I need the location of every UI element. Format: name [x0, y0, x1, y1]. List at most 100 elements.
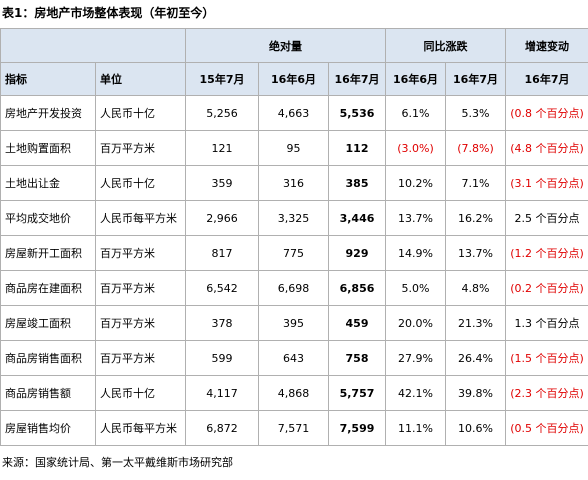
value-cell: 42.1% — [386, 376, 446, 411]
unit-cell: 百万平方米 — [96, 341, 186, 376]
row-label: 土地出让金 — [1, 166, 96, 201]
unit-cell: 人民币每平方米 — [96, 411, 186, 446]
value-cell: (3.0%) — [386, 131, 446, 166]
value-cell: 817 — [186, 236, 259, 271]
row-label: 平均成交地价 — [1, 201, 96, 236]
group-header: 同比涨跌 — [386, 29, 506, 63]
value-cell: 4,117 — [186, 376, 259, 411]
value-cell: 385 — [329, 166, 386, 201]
value-cell: (1.2 个百分点) — [506, 236, 588, 271]
value-cell: 599 — [186, 341, 259, 376]
value-cell: 11.1% — [386, 411, 446, 446]
unit-cell: 人民币十亿 — [96, 166, 186, 201]
column-header: 15年7月 — [186, 63, 259, 96]
value-cell: 7,571 — [259, 411, 329, 446]
source-note: 来源：国家统计局、第一太平戴维斯市场研究部 — [0, 446, 588, 477]
unit-cell: 百万平方米 — [96, 131, 186, 166]
value-cell: 5.3% — [446, 96, 506, 131]
column-header: 指标 — [1, 63, 96, 96]
value-cell: 26.4% — [446, 341, 506, 376]
value-cell: (7.8%) — [446, 131, 506, 166]
value-cell: 459 — [329, 306, 386, 341]
value-cell: 2,966 — [186, 201, 259, 236]
value-cell: 6,698 — [259, 271, 329, 306]
value-cell: 3,446 — [329, 201, 386, 236]
value-cell: 6,856 — [329, 271, 386, 306]
value-cell: 395 — [259, 306, 329, 341]
value-cell: (4.8 个百分点) — [506, 131, 588, 166]
value-cell: 775 — [259, 236, 329, 271]
value-cell: 16.2% — [446, 201, 506, 236]
row-label: 土地购置面积 — [1, 131, 96, 166]
row-label: 商品房销售面积 — [1, 341, 96, 376]
value-cell: (1.5 个百分点) — [506, 341, 588, 376]
value-cell: 95 — [259, 131, 329, 166]
value-cell: 5,757 — [329, 376, 386, 411]
value-cell: 20.0% — [386, 306, 446, 341]
value-cell: 4,868 — [259, 376, 329, 411]
group-header: 绝对量 — [186, 29, 386, 63]
value-cell: 14.9% — [386, 236, 446, 271]
unit-cell: 人民币每平方米 — [96, 201, 186, 236]
column-header: 16年7月 — [329, 63, 386, 96]
column-header: 单位 — [96, 63, 186, 96]
value-cell: 121 — [186, 131, 259, 166]
value-cell: 359 — [186, 166, 259, 201]
value-cell: 643 — [259, 341, 329, 376]
row-label: 房地产开发投资 — [1, 96, 96, 131]
value-cell: 7.1% — [446, 166, 506, 201]
row-label: 房屋新开工面积 — [1, 236, 96, 271]
value-cell: 10.2% — [386, 166, 446, 201]
column-header: 16年7月 — [506, 63, 588, 96]
group-header: 增速变动 — [506, 29, 588, 63]
value-cell: 21.3% — [446, 306, 506, 341]
value-cell: (2.3 个百分点) — [506, 376, 588, 411]
value-cell: 1.3 个百分点 — [506, 306, 588, 341]
column-header: 16年6月 — [386, 63, 446, 96]
value-cell: 112 — [329, 131, 386, 166]
value-cell: 5,536 — [329, 96, 386, 131]
value-cell: 5,256 — [186, 96, 259, 131]
group-header-row: 绝对量 同比涨跌 增速变动 — [1, 29, 588, 63]
row-label: 房屋竣工面积 — [1, 306, 96, 341]
value-cell: 4.8% — [446, 271, 506, 306]
value-cell: (0.5 个百分点) — [506, 411, 588, 446]
table-title: 表1：房地产市场整体表现（年初至今） — [0, 0, 588, 28]
value-cell: 378 — [186, 306, 259, 341]
row-label: 商品房销售额 — [1, 376, 96, 411]
value-cell: 13.7% — [386, 201, 446, 236]
value-cell: 758 — [329, 341, 386, 376]
unit-cell: 人民币十亿 — [96, 376, 186, 411]
value-cell: (0.2 个百分点) — [506, 271, 588, 306]
column-header: 16年7月 — [446, 63, 506, 96]
value-cell: 13.7% — [446, 236, 506, 271]
value-cell: 929 — [329, 236, 386, 271]
value-cell: 10.6% — [446, 411, 506, 446]
row-label: 房屋销售均价 — [1, 411, 96, 446]
header-cell — [1, 29, 186, 63]
unit-cell: 百万平方米 — [96, 236, 186, 271]
value-cell: 39.8% — [446, 376, 506, 411]
value-cell: 6,542 — [186, 271, 259, 306]
value-cell: 4,663 — [259, 96, 329, 131]
value-cell: (0.8 个百分点) — [506, 96, 588, 131]
unit-cell: 百万平方米 — [96, 271, 186, 306]
value-cell: 316 — [259, 166, 329, 201]
value-cell: 3,325 — [259, 201, 329, 236]
unit-cell: 人民币十亿 — [96, 96, 186, 131]
value-cell: 7,599 — [329, 411, 386, 446]
value-cell: 6.1% — [386, 96, 446, 131]
